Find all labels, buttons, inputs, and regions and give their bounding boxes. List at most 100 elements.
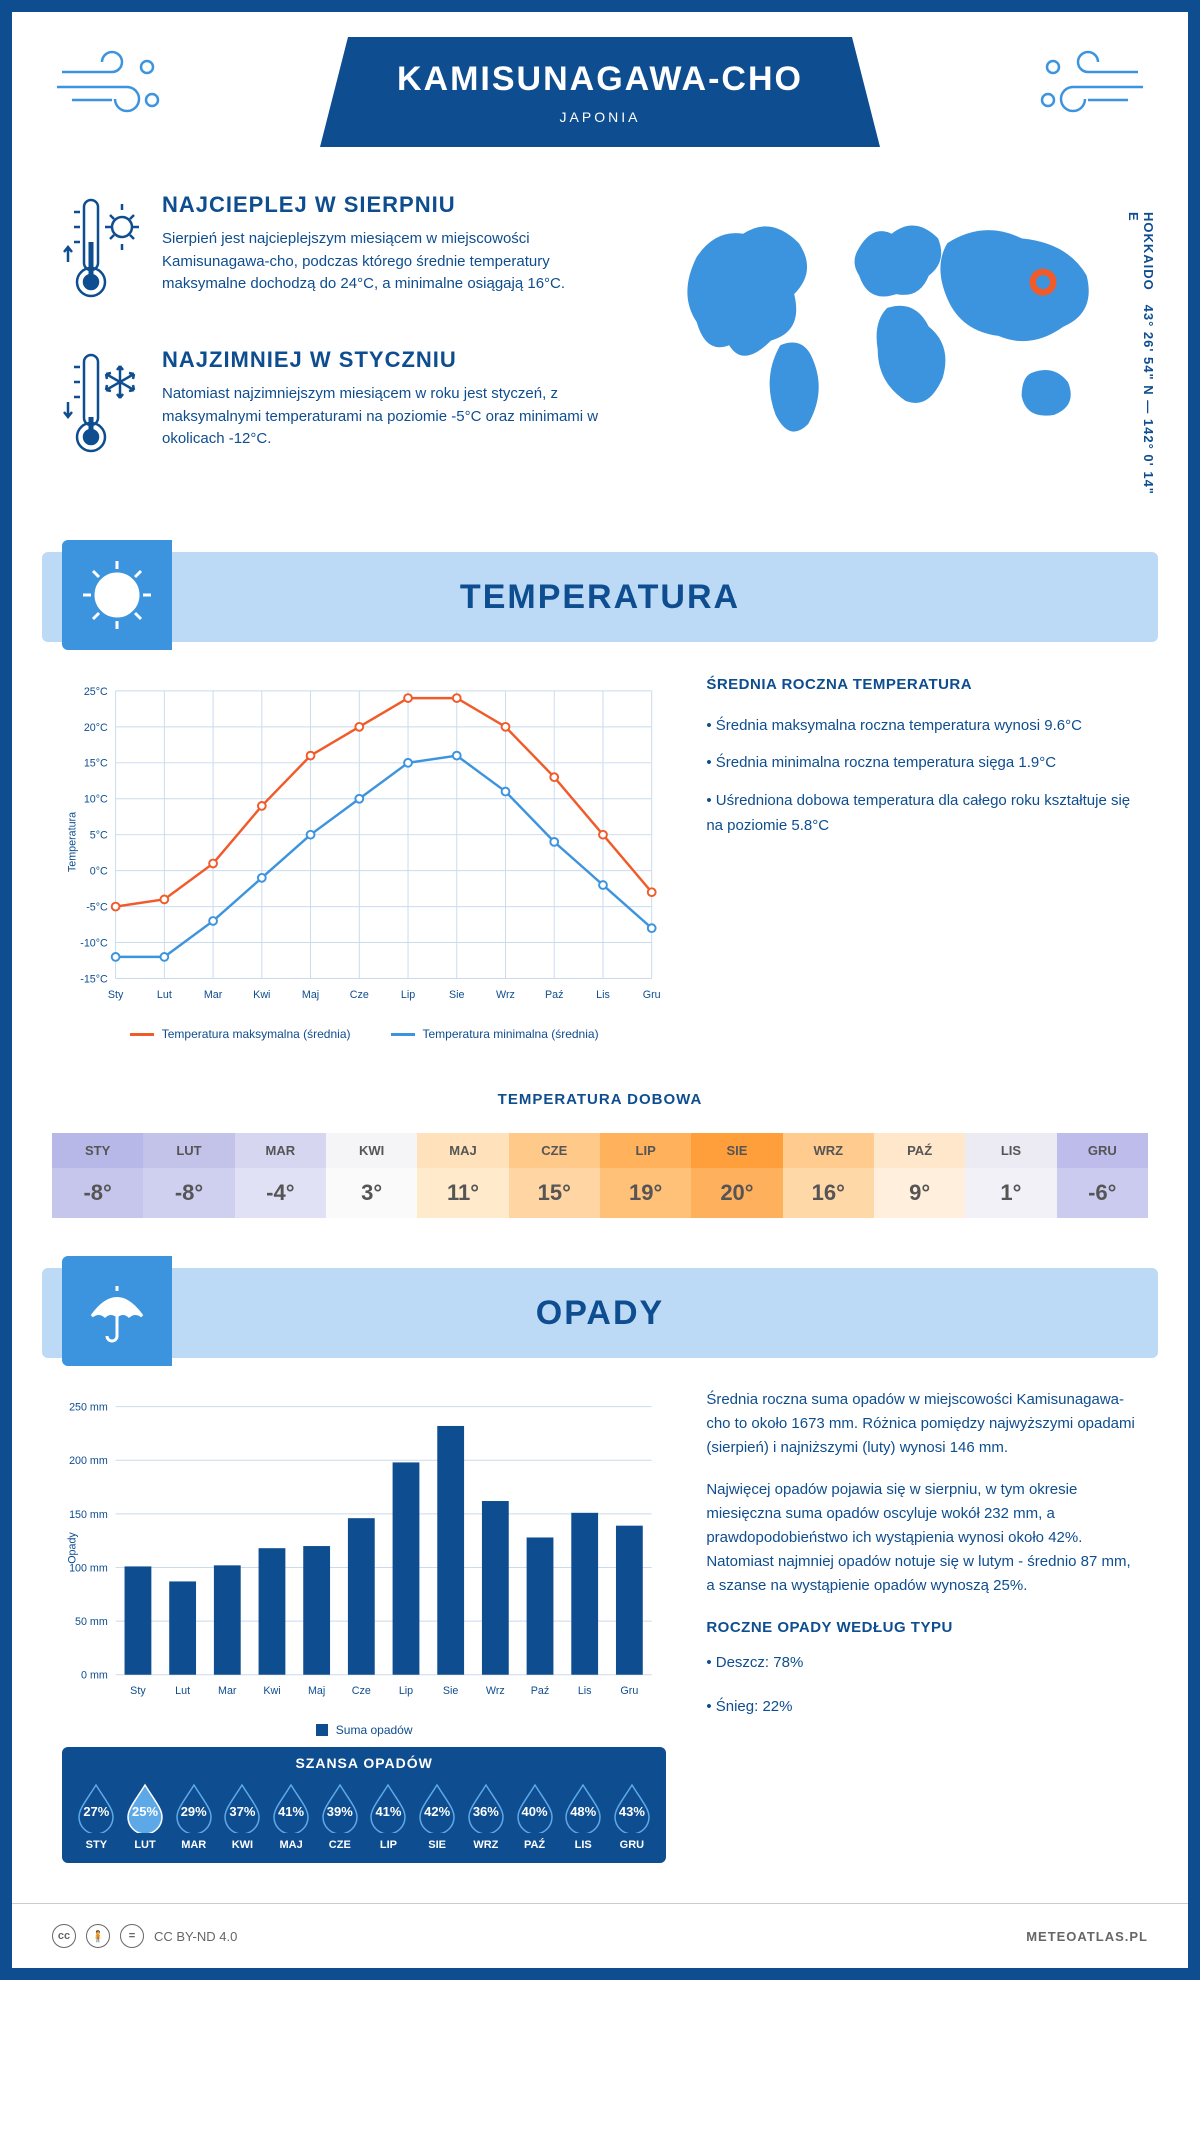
- chance-cell: 27%STY: [74, 1781, 118, 1851]
- drop-icon: 37%: [220, 1781, 264, 1833]
- daily-cell: PAŹ9°: [874, 1123, 965, 1228]
- drop-icon: 41%: [366, 1781, 410, 1833]
- svg-text:250 mm: 250 mm: [69, 1402, 108, 1414]
- daily-temp-value: -8°: [143, 1168, 234, 1218]
- summary-row: NAJCIEPLEJ W SIERPNIU Sierpień jest najc…: [12, 172, 1188, 542]
- thermometer-hot-icon: [62, 192, 142, 317]
- warmest-block: NAJCIEPLEJ W SIERPNIU Sierpień jest najc…: [62, 192, 605, 317]
- svg-text:-5°C: -5°C: [86, 901, 108, 913]
- drop-icon: 48%: [561, 1781, 605, 1833]
- header: KAMISUNAGAWA-CHO JAPONIA: [12, 12, 1188, 172]
- drop-icon: 39%: [318, 1781, 362, 1833]
- svg-text:0°C: 0°C: [90, 866, 108, 878]
- daily-temp-value: 9°: [874, 1168, 965, 1218]
- chance-month-label: WRZ: [464, 1839, 508, 1851]
- svg-text:5°C: 5°C: [90, 830, 108, 842]
- drop-icon: 25%: [123, 1781, 167, 1833]
- svg-text:Wrz: Wrz: [496, 989, 515, 1001]
- footer: cc 🧍 = CC BY-ND 4.0 METEOATLAS.PL: [12, 1903, 1188, 1968]
- precipitation-info: Średnia roczna suma opadów w miejscowośc…: [706, 1388, 1138, 1883]
- svg-text:Sty: Sty: [108, 989, 124, 1001]
- chance-cell: 41% LIP: [366, 1781, 410, 1851]
- chance-month-label: CZE: [318, 1839, 362, 1851]
- chance-title: SZANSA OPADÓW: [62, 1755, 666, 1771]
- rain-chance-box: SZANSA OPADÓW 27%STY25%LUT29%MAR37%KWI41…: [62, 1747, 666, 1863]
- warmest-body: Sierpień jest najcieplejszym miesiącem w…: [162, 228, 605, 296]
- daily-temp-value: 19°: [600, 1168, 691, 1218]
- chance-cell: 48% LIS: [561, 1781, 605, 1851]
- warmest-heading: NAJCIEPLEJ W SIERPNIU: [162, 192, 605, 218]
- chance-month-label: PAŹ: [513, 1839, 557, 1851]
- svg-text:Kwi: Kwi: [253, 989, 270, 1001]
- svg-text:Kwi: Kwi: [263, 1685, 280, 1697]
- svg-text:Paź: Paź: [531, 1685, 549, 1697]
- chance-cell: 37%KWI: [220, 1781, 264, 1851]
- wind-icon: [52, 42, 192, 127]
- daily-month-label: MAJ: [417, 1133, 508, 1168]
- coordinates-label: HOKKAIDO 43° 26' 54" N — 142° 0' 14" E: [1126, 212, 1156, 502]
- country-subtitle: JAPONIA: [560, 109, 641, 125]
- chance-month-label: GRU: [610, 1839, 654, 1851]
- svg-text:-15°C: -15°C: [80, 973, 108, 985]
- chance-cell: 41%MAJ: [269, 1781, 313, 1851]
- site-name: METEOATLAS.PL: [1026, 1929, 1148, 1944]
- svg-text:Mar: Mar: [204, 989, 223, 1001]
- daily-temp-title: TEMPERATURA DOBOWA: [12, 1091, 1188, 1108]
- by-icon: 🧍: [86, 1924, 110, 1948]
- precip-chart-legend: Suma opadów: [62, 1723, 666, 1737]
- temperature-line-chart: -15°C-10°C-5°C0°C5°C10°C15°C20°C25°CStyL…: [62, 672, 666, 1041]
- daily-month-label: PAŹ: [874, 1133, 965, 1168]
- daily-cell: SIE20°: [691, 1123, 782, 1228]
- drop-icon: 36%: [464, 1781, 508, 1833]
- chance-cell: 36% WRZ: [464, 1781, 508, 1851]
- svg-text:Opady: Opady: [67, 1532, 79, 1564]
- chance-month-label: LIP: [366, 1839, 410, 1851]
- drop-icon: 42%: [415, 1781, 459, 1833]
- svg-text:Mar: Mar: [218, 1685, 237, 1697]
- svg-text:50 mm: 50 mm: [75, 1616, 108, 1628]
- chance-month-label: SIE: [415, 1839, 459, 1851]
- daily-cell: KWI3°: [326, 1123, 417, 1228]
- precip-type-line: • Śnieg: 22%: [706, 1694, 1138, 1720]
- legend-precip: Suma opadów: [316, 1723, 413, 1737]
- daily-temp-value: 20°: [691, 1168, 782, 1218]
- world-map-icon: [645, 192, 1138, 452]
- daily-month-label: MAR: [235, 1133, 326, 1168]
- svg-text:150 mm: 150 mm: [69, 1509, 108, 1521]
- temp-info-heading: ŚREDNIA ROCZNA TEMPERATURA: [706, 672, 1138, 698]
- drop-icon: 27%: [74, 1781, 118, 1833]
- svg-text:Cze: Cze: [352, 1685, 371, 1697]
- daily-cell: MAR-4°: [235, 1123, 326, 1228]
- chance-month-label: LIS: [561, 1839, 605, 1851]
- sun-icon: [62, 540, 172, 650]
- warmest-text: NAJCIEPLEJ W SIERPNIU Sierpień jest najc…: [162, 192, 605, 317]
- daily-month-label: WRZ: [783, 1133, 874, 1168]
- svg-text:Lis: Lis: [578, 1685, 592, 1697]
- svg-text:-10°C: -10°C: [80, 937, 108, 949]
- svg-text:Temperatura: Temperatura: [67, 812, 79, 872]
- chance-grid: 27%STY25%LUT29%MAR37%KWI41%MAJ39%CZE41%L…: [62, 1781, 666, 1851]
- legend-min: Temperatura minimalna (średnia): [391, 1027, 599, 1041]
- daily-month-label: LUT: [143, 1133, 234, 1168]
- temperature-section-banner: TEMPERATURA: [42, 552, 1158, 642]
- svg-text:Cze: Cze: [350, 989, 369, 1001]
- region-label: HOKKAIDO: [1141, 212, 1156, 291]
- daily-cell: WRZ16°: [783, 1123, 874, 1228]
- coldest-text: NAJZIMNIEJ W STYCZNIU Natomiast najzimni…: [162, 347, 605, 472]
- drop-icon: 43%: [610, 1781, 654, 1833]
- daily-cell: CZE15°: [509, 1123, 600, 1228]
- daily-month-label: SIE: [691, 1133, 782, 1168]
- header-banner: KAMISUNAGAWA-CHO JAPONIA: [320, 37, 880, 147]
- nd-icon: =: [120, 1924, 144, 1948]
- temp-info-line: • Średnia minimalna roczna temperatura s…: [706, 750, 1138, 776]
- precipitation-bar-chart: 0 mm50 mm100 mm150 mm200 mm250 mmStyLutM…: [62, 1388, 666, 1883]
- precip-type-info: ROCZNE OPADY WEDŁUG TYPU • Deszcz: 78%• …: [706, 1616, 1138, 1719]
- svg-text:200 mm: 200 mm: [69, 1455, 108, 1467]
- legend-max-label: Temperatura maksymalna (średnia): [162, 1027, 351, 1041]
- precip-para-2: Najwięcej opadów pojawia się w sierpniu,…: [706, 1478, 1138, 1598]
- svg-text:10°C: 10°C: [84, 794, 108, 806]
- infographic-page: KAMISUNAGAWA-CHO JAPONIA NAJCIEPLEJ W SI…: [0, 0, 1200, 1980]
- coldest-body: Natomiast najzimniejszym miesiącem w rok…: [162, 383, 605, 451]
- svg-text:Lut: Lut: [157, 989, 172, 1001]
- daily-cell: LIP19°: [600, 1123, 691, 1228]
